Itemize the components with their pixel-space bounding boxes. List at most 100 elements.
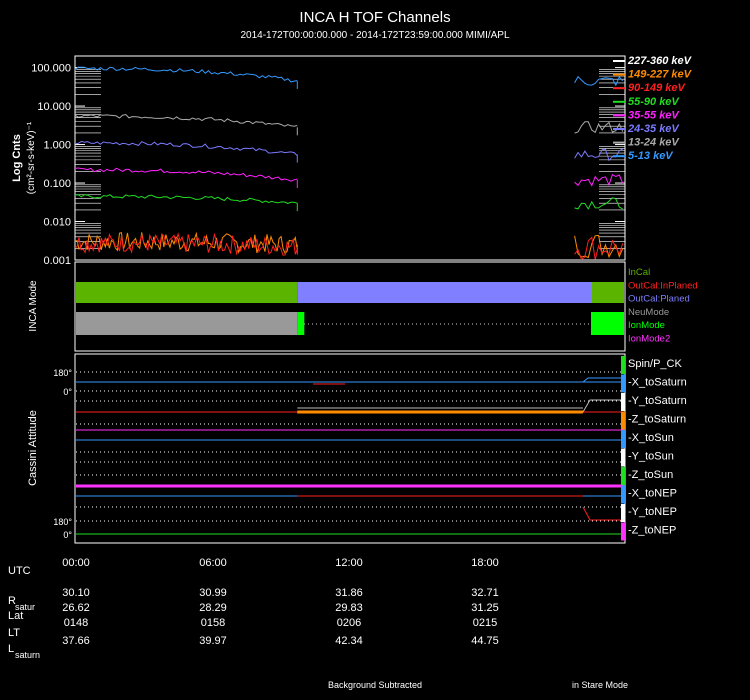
mode-legend-label: OutCal:InPlaned <box>628 280 698 291</box>
tof-series-line-resume <box>574 234 624 259</box>
tof-legend-label: 35-55 keV <box>628 109 680 121</box>
attitude-edge-marker <box>621 430 625 448</box>
attitude-legend-label: -X_toNEP <box>628 488 677 500</box>
attitude-edge-marker <box>621 467 625 485</box>
ionmode-bar <box>297 312 305 335</box>
outcal-planed-bar <box>297 282 592 303</box>
attitude-lines <box>76 356 625 541</box>
tof-tick-label: 1.000 <box>43 140 71 152</box>
attitude-legend-label: -Z_toSaturn <box>628 414 686 426</box>
attitude-tick-label: 180° <box>53 517 72 527</box>
ephemeris-value: 29.83 <box>335 602 363 614</box>
tof-series-line-resume <box>574 236 624 261</box>
ephemeris-row-sublabel: satur <box>15 602 35 612</box>
tof-legend-label: 149-227 keV <box>628 69 693 81</box>
ionmode-bar <box>591 312 624 335</box>
attitude-y-ticks: 180° 0° 180° 0° <box>53 368 72 540</box>
attitude-legend-label: -Y_toSaturn <box>628 395 687 407</box>
utc-tick-label: 12:00 <box>335 557 363 569</box>
mode-bars <box>76 282 624 335</box>
mode-legend: InCal OutCal:InPlaned OutCal:Planed NeuMode… <box>628 267 698 345</box>
attitude-legend-label: -X_toSun <box>628 432 674 444</box>
tof-series-line <box>74 167 298 182</box>
tof-series-line <box>74 194 298 205</box>
tof-yunits: (cm²-sr-s-keV)⁻¹ <box>26 121 37 194</box>
mode-ylabel: INCA Mode <box>28 280 39 332</box>
ephemeris-value: 0158 <box>201 617 225 629</box>
tof-series-line-resume <box>574 75 624 87</box>
tof-tick-label: 10.000 <box>37 101 71 113</box>
tof-tick-label: 0.100 <box>43 178 71 190</box>
attitude-legend-label: -Z_toNEP <box>628 525 676 537</box>
tof-tick-label: 0.001 <box>43 255 71 267</box>
attitude-edge-marker <box>621 522 625 541</box>
attitude-legend-label: -Y_toSun <box>628 451 674 463</box>
ephemeris-value: 39.97 <box>199 635 227 647</box>
tof-tick-label: 0.010 <box>43 217 71 229</box>
tof-legend-label: 90-149 keV <box>628 82 687 94</box>
tof-series-line <box>74 113 298 127</box>
attitude-tick-label: 0° <box>63 387 72 397</box>
ephemeris-value: 0148 <box>64 617 88 629</box>
mode-legend-label: IonMode <box>628 320 665 331</box>
attitude-edge-marker <box>621 374 625 393</box>
attitude-legend-label: -Z_toSun <box>628 469 673 481</box>
attitude-legend-label: -X_toSaturn <box>628 377 687 389</box>
tof-series-line-resume <box>574 173 624 187</box>
ephemeris-value: 0206 <box>337 617 361 629</box>
attitude-segment <box>582 399 624 413</box>
mode-legend-label: InCal <box>628 267 650 278</box>
tof-tick-label: 100.000 <box>31 63 71 75</box>
tof-legend-label: 227-360 keV <box>627 55 693 67</box>
mode-legend-label: IonMode2 <box>628 334 670 345</box>
attitude-edge-marker <box>621 448 625 467</box>
attitude-edge-marker <box>621 485 625 504</box>
ephemeris-value: 30.99 <box>199 587 227 599</box>
footer-left: Background Subtracted <box>328 680 422 690</box>
chart-subtitle: 2014-172T00:00:00.000 - 2014-172T23:59:0… <box>240 30 510 41</box>
tof-series-line <box>74 140 298 156</box>
mode-panel-frame <box>74 261 626 352</box>
tof-series-lines <box>74 66 624 261</box>
tof-legend-label: 55-90 keV <box>628 96 680 108</box>
attitude-legend-label: Spin/P_CK <box>628 358 682 370</box>
utc-label: UTC <box>8 565 31 577</box>
ephemeris-times: 00:00 06:00 12:00 18:00 <box>62 557 499 569</box>
tof-legend-label: 24-35 keV <box>627 123 680 135</box>
tof-legend-label: 13-24 keV <box>628 137 680 149</box>
attitude-tick-label: 0° <box>63 530 72 540</box>
tof-series-line-resume <box>574 121 624 134</box>
utc-tick-label: 06:00 <box>199 557 227 569</box>
utc-tick-label: 18:00 <box>471 557 499 569</box>
neumode-bar <box>76 312 298 335</box>
incal-bar <box>592 282 624 303</box>
ephemeris-value: 32.71 <box>471 587 499 599</box>
attitude-segment <box>582 377 624 383</box>
attitude-legend-label: -Y_toNEP <box>628 506 677 518</box>
tof-legend-label: 5-13 keV <box>628 150 674 162</box>
attitude-edge-marker <box>621 393 625 411</box>
attitude-ylabel: Cassini Attitude <box>27 410 39 486</box>
mode-legend-label: NeuMode <box>628 307 669 318</box>
incal-bar <box>76 282 298 303</box>
ephemeris-value: 28.29 <box>199 602 227 614</box>
attitude-edge-marker <box>621 356 625 374</box>
ephemeris-value: 30.10 <box>62 587 90 599</box>
tof-series-line-resume <box>574 197 623 210</box>
ephemeris-row-sublabel: saturn <box>15 650 40 660</box>
attitude-tick-label: 180° <box>53 368 72 378</box>
attitude-edge-marker <box>621 504 625 522</box>
attitude-segment <box>582 506 624 521</box>
ephemeris-value: 37.66 <box>62 635 90 647</box>
attitude-edge-marker <box>621 411 625 430</box>
tof-ylabel: Log Cnts <box>11 134 23 182</box>
ephemeris-value: 31.25 <box>471 602 499 614</box>
chart-title: INCA H TOF Channels <box>299 9 450 26</box>
ephemeris-value: 31.86 <box>335 587 363 599</box>
ephemeris-value: 26.62 <box>62 602 90 614</box>
attitude-legend: Spin/P_CK -X_toSaturn -Y_toSaturn -Z_toSatu… <box>628 358 687 537</box>
tof-y-ticks: 0.001 0.010 0.100 1.000 10.000 100.000 <box>31 63 625 267</box>
